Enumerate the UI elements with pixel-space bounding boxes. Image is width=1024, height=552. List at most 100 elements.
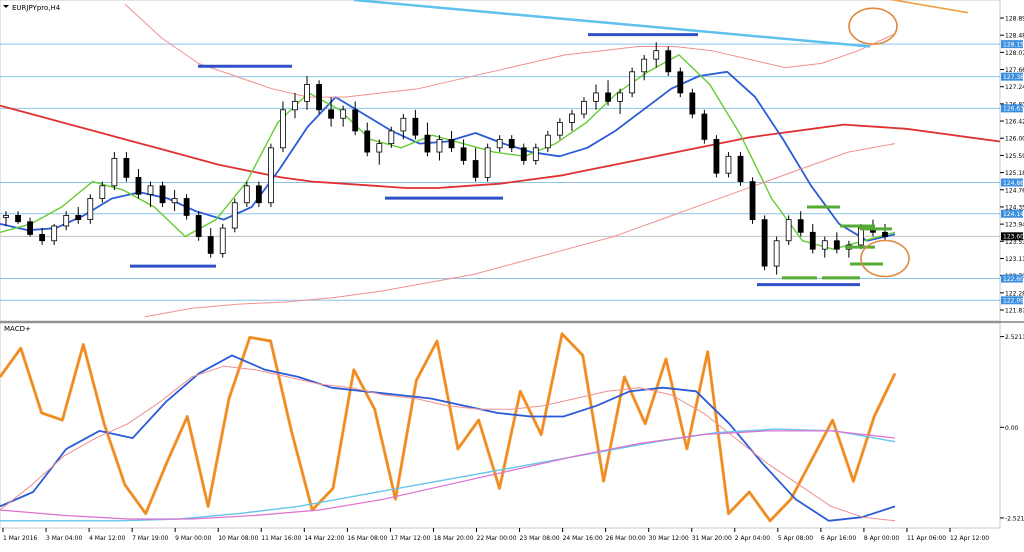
candles xyxy=(3,42,888,275)
candle-body xyxy=(532,147,539,161)
candle-body xyxy=(858,227,864,246)
macd-oscillator xyxy=(0,332,896,522)
series-envelope_lower xyxy=(144,143,896,318)
time-tick-label: 1 Mar 2016 xyxy=(3,535,37,542)
price-tick-label: 123.942 xyxy=(1005,222,1024,229)
time-tick-label: 11 Apr 06:00 xyxy=(907,535,946,542)
candle-body xyxy=(581,100,587,115)
candle-body xyxy=(436,138,443,153)
candle-body xyxy=(797,219,804,233)
level-label-box xyxy=(1001,104,1023,113)
candle-body xyxy=(484,147,491,178)
time-axis: 1 Mar 2016 3 Mar 04:00 4 Mar 12:00 7 Mar 19… xyxy=(2,528,989,542)
candle-body xyxy=(51,225,58,242)
level-label-box xyxy=(1001,178,1023,187)
candle-body xyxy=(569,113,575,123)
candle-body xyxy=(75,215,82,221)
level-label-text: 122.090 xyxy=(1003,298,1024,305)
price-tick-label: 124.352 xyxy=(1005,204,1024,211)
macd-signal_pink xyxy=(0,365,896,522)
time-tick-label: 11 Mar 16:00 xyxy=(261,535,301,542)
candle-body xyxy=(556,122,563,136)
macd-tick-label: 0.00 xyxy=(1005,425,1019,432)
cyan_trendline xyxy=(353,0,871,48)
level-labels: 128.155 127.385 126.634 124.880 124.140 123.6… xyxy=(1001,40,1024,305)
candle-body xyxy=(809,231,816,250)
candle-body xyxy=(460,147,467,161)
level-label-box xyxy=(1001,232,1023,241)
macd-long_magenta xyxy=(0,430,896,520)
time-tick-label: 10 Mar 08:00 xyxy=(218,535,258,542)
candle-body xyxy=(268,147,274,204)
time-tick-label: 14 Mar 22:00 xyxy=(304,535,344,542)
price-pane xyxy=(0,0,1001,322)
candle-body xyxy=(292,100,298,111)
candle-body xyxy=(785,219,792,242)
symbol-header[interactable]: EURJPYpro,H4 xyxy=(3,4,61,12)
candle-body xyxy=(725,155,732,174)
time-tick-label: 8 Apr 00:00 xyxy=(864,535,899,542)
candle-body xyxy=(737,155,744,183)
candle-body xyxy=(171,198,178,204)
candle-body xyxy=(653,50,660,60)
annotations xyxy=(130,7,910,287)
macd-long_cyan xyxy=(0,428,896,522)
price-tick-label: 122.282 xyxy=(1005,290,1024,297)
candle-body xyxy=(713,138,720,174)
price-tick-label: 126.002 xyxy=(1005,136,1024,143)
candle-body xyxy=(544,134,551,149)
level-label-box xyxy=(1001,296,1023,305)
candle-body xyxy=(629,71,636,94)
candle-body xyxy=(27,221,33,235)
candle-body xyxy=(304,84,310,102)
macd-axis: 2.5211 0.00 -2.5211 xyxy=(1000,334,1024,522)
macd-tick-label: -2.5211 xyxy=(1005,515,1024,522)
price-tick-label: 128.072 xyxy=(1005,50,1024,57)
candle-body xyxy=(424,134,431,153)
candle-body xyxy=(472,160,479,178)
time-tick-label: 26 Mar 00:00 xyxy=(606,535,646,542)
candle-body xyxy=(243,185,250,204)
candle-body xyxy=(147,185,154,195)
series-envelope_upper xyxy=(124,3,896,98)
macd-tick-label: 2.5211 xyxy=(1005,334,1024,341)
level-label-text: 124.880 xyxy=(1003,180,1024,187)
candle-body xyxy=(207,236,214,254)
candle-body xyxy=(833,240,840,250)
candle-body xyxy=(665,50,672,73)
symbol-label: EURJPYpro,H4 xyxy=(12,4,61,12)
candle-body xyxy=(400,117,407,132)
candle-body xyxy=(123,157,130,178)
orange_trendline xyxy=(888,0,969,14)
price-axis: 128.892128.482128.072127.662127.242126.8… xyxy=(1000,16,1024,315)
candle-body xyxy=(641,58,648,73)
time-tick-label: 31 Mar 20:00 xyxy=(692,535,732,542)
level-label-box xyxy=(1001,209,1023,218)
time-tick-label: 22 Mar 00:00 xyxy=(477,535,517,542)
candle-body xyxy=(376,143,383,153)
candle-body xyxy=(135,176,142,195)
candle-body xyxy=(63,215,70,227)
price-tick-label: 128.482 xyxy=(1005,33,1024,40)
candle-body xyxy=(749,181,756,221)
level-label-text: 123.605 xyxy=(1003,234,1024,241)
candle-body xyxy=(677,71,684,94)
price-levels xyxy=(0,43,1000,301)
time-tick-label: 24 Mar 16:00 xyxy=(563,535,603,542)
level-label-text: 122.605 xyxy=(1003,276,1024,283)
level-label-text: 124.140 xyxy=(1003,211,1024,218)
time-tick-label: 3 Mar 04:00 xyxy=(46,535,82,542)
candle-body xyxy=(689,92,696,115)
price-tick-label: 123.112 xyxy=(1005,256,1024,263)
orange-highlight-ellipse xyxy=(848,7,898,45)
macd-pane xyxy=(0,322,1001,529)
time-tick-label: 17 Mar 12:00 xyxy=(390,535,430,542)
series-ma_fast_green xyxy=(0,54,896,250)
price-tick-label: 123.532 xyxy=(1005,239,1024,246)
time-tick-label: 2 Apr 04:00 xyxy=(735,535,770,542)
price-tick-label: 127.662 xyxy=(1005,67,1024,74)
time-tick-label: 30 Mar 12:00 xyxy=(649,535,689,542)
candle-body xyxy=(15,215,21,223)
candle-body xyxy=(520,147,527,161)
